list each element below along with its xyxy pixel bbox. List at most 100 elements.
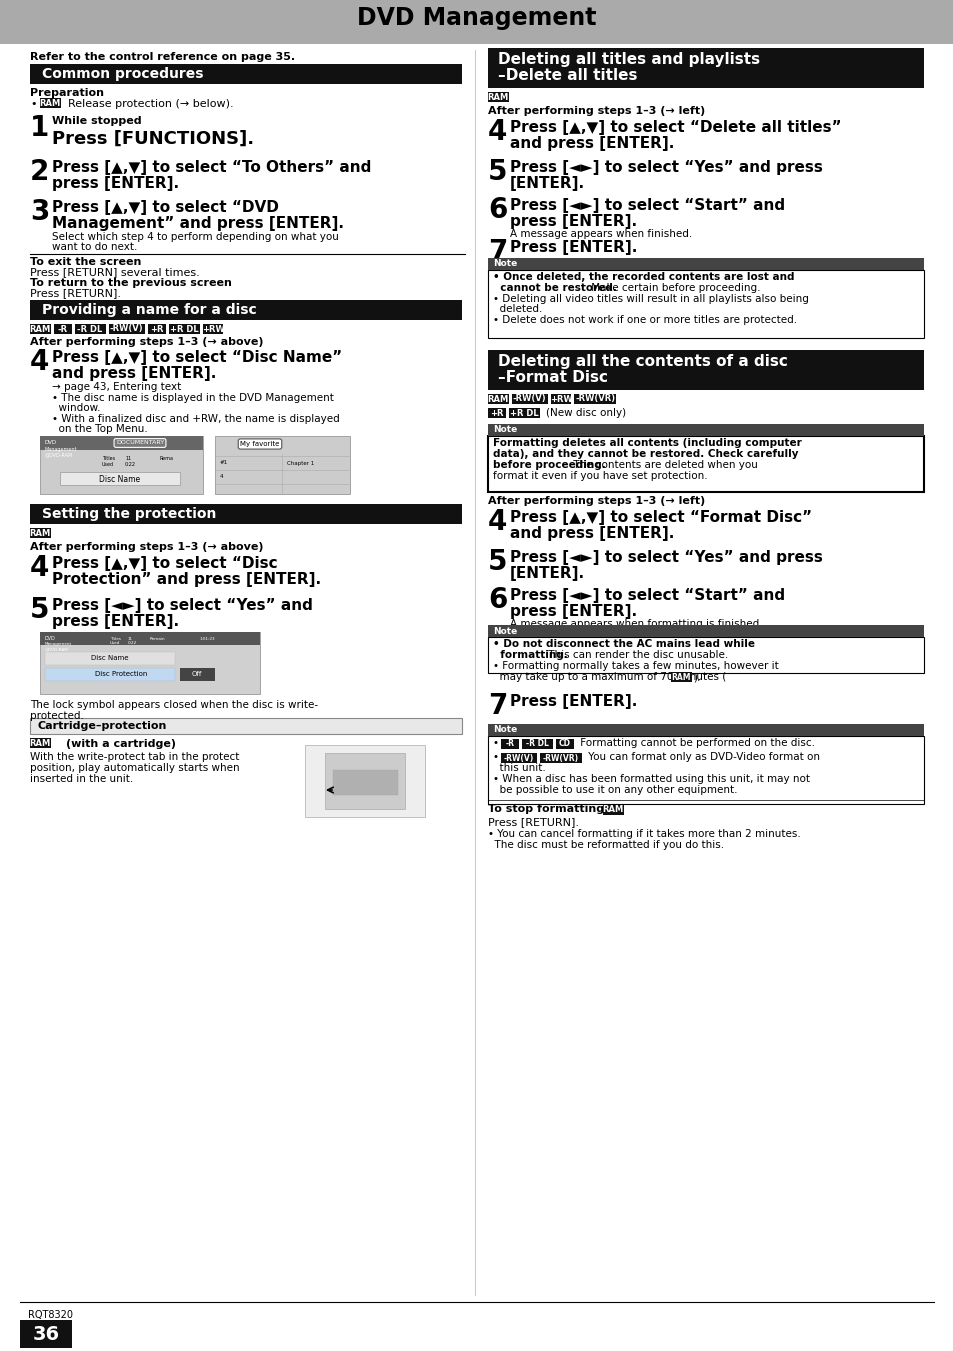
Text: RAM: RAM <box>30 739 51 747</box>
Bar <box>169 324 199 334</box>
Text: A message appears when formatting is finished.: A message appears when formatting is fin… <box>510 619 761 630</box>
Bar <box>488 424 923 436</box>
Text: Note: Note <box>493 627 517 635</box>
Bar <box>53 324 71 334</box>
Text: 11: 11 <box>128 636 132 640</box>
Bar <box>40 436 203 494</box>
Text: Press [▲,▼] to select “Disc: Press [▲,▼] to select “Disc <box>52 557 277 571</box>
Text: 5: 5 <box>488 549 507 576</box>
Text: Press [◄►] to select “Yes” and: Press [◄►] to select “Yes” and <box>52 598 313 613</box>
Text: +RW: +RW <box>549 394 572 404</box>
Text: 7: 7 <box>488 238 507 266</box>
Text: Rema: Rema <box>160 455 173 461</box>
Bar <box>550 394 571 404</box>
Text: +R DL: +R DL <box>510 408 538 417</box>
Text: Press [ENTER].: Press [ENTER]. <box>510 240 637 255</box>
Text: Press [ENTER].: Press [ENTER]. <box>510 694 637 709</box>
Text: Titles: Titles <box>110 636 121 640</box>
Text: After performing steps 1–3 (→ above): After performing steps 1–3 (→ above) <box>30 336 263 347</box>
Text: •: • <box>493 753 498 762</box>
Bar <box>40 99 61 108</box>
Text: → page 43, Entering text: → page 43, Entering text <box>52 382 181 392</box>
Text: DOCUMENTARY: DOCUMENTARY <box>116 440 164 446</box>
Text: Note: Note <box>493 725 517 735</box>
Text: format it even if you have set protection.: format it even if you have set protectio… <box>493 471 707 481</box>
Text: • With a finalized disc and +RW, the name is displayed: • With a finalized disc and +RW, the nam… <box>52 413 339 424</box>
Text: +R: +R <box>490 408 503 417</box>
Text: 6: 6 <box>488 586 507 613</box>
Text: #1: #1 <box>220 461 228 466</box>
Text: CD: CD <box>558 739 571 748</box>
Text: The contents are deleted when you: The contents are deleted when you <box>569 459 757 470</box>
Text: Make certain before proceeding.: Make certain before proceeding. <box>587 282 760 293</box>
Text: -R DL: -R DL <box>525 739 548 748</box>
Text: formatting.: formatting. <box>493 650 567 661</box>
Bar <box>60 471 180 485</box>
Text: Disc Name: Disc Name <box>99 474 140 484</box>
Text: and press [ENTER].: and press [ENTER]. <box>52 366 216 381</box>
Bar <box>511 394 547 404</box>
Text: 1:01:23: 1:01:23 <box>200 636 215 640</box>
Text: Common procedures: Common procedures <box>42 68 203 81</box>
Text: Press [▲,▼] to select “To Others” and: Press [▲,▼] to select “To Others” and <box>52 159 371 176</box>
Text: 1: 1 <box>30 113 50 142</box>
Text: before proceeding.: before proceeding. <box>493 459 605 470</box>
Text: Press [RETURN].: Press [RETURN]. <box>30 288 121 299</box>
Text: 5: 5 <box>488 158 507 186</box>
Bar <box>488 724 923 736</box>
Text: @DVD-RAM: @DVD-RAM <box>45 453 73 458</box>
Text: Refer to the control reference on page 35.: Refer to the control reference on page 3… <box>30 51 294 62</box>
Text: 0:22: 0:22 <box>125 462 136 467</box>
Text: deleted.: deleted. <box>493 304 542 313</box>
Text: Press [▲,▼] to select “Delete all titles”: Press [▲,▼] to select “Delete all titles… <box>510 120 841 135</box>
Text: inserted in the unit.: inserted in the unit. <box>30 774 133 784</box>
Bar <box>180 667 214 681</box>
Text: Press [◄►] to select “Start” and: Press [◄►] to select “Start” and <box>510 588 784 603</box>
Text: Used: Used <box>102 462 114 467</box>
Text: Deleting all titles and playlists: Deleting all titles and playlists <box>497 51 760 68</box>
Bar <box>500 753 537 763</box>
Bar <box>333 770 397 794</box>
Bar <box>148 324 166 334</box>
Bar <box>214 436 350 494</box>
Text: [ENTER].: [ENTER]. <box>510 176 584 190</box>
Text: • Delete does not work if one or more titles are protected.: • Delete does not work if one or more ti… <box>493 315 797 326</box>
Text: this unit.: this unit. <box>493 763 545 773</box>
Text: •: • <box>30 99 36 109</box>
Text: 7: 7 <box>488 692 507 720</box>
Text: Press [◄►] to select “Yes” and press: Press [◄►] to select “Yes” and press <box>510 159 822 176</box>
Text: and press [ENTER].: and press [ENTER]. <box>510 526 674 540</box>
Text: • The disc name is displayed in the DVD Management: • The disc name is displayed in the DVD … <box>52 393 334 403</box>
Text: -RW(V): -RW(V) <box>513 394 546 404</box>
Bar <box>488 736 923 804</box>
Text: RAM: RAM <box>671 673 690 681</box>
Bar <box>30 300 461 320</box>
Text: Formatting deletes all contents (including computer: Formatting deletes all contents (includi… <box>493 438 801 449</box>
Text: Press [◄►] to select “Yes” and press: Press [◄►] to select “Yes” and press <box>510 550 822 565</box>
Text: -RW(VR): -RW(VR) <box>575 394 615 404</box>
Text: DVD: DVD <box>45 440 57 446</box>
Text: position, play automatically starts when: position, play automatically starts when <box>30 763 239 773</box>
Bar <box>488 626 923 638</box>
Text: Off: Off <box>192 671 202 677</box>
Text: The lock symbol appears closed when the disc is write-: The lock symbol appears closed when the … <box>30 700 317 711</box>
Bar <box>539 753 581 763</box>
Text: Press [▲,▼] to select “DVD: Press [▲,▼] to select “DVD <box>52 200 278 215</box>
Text: 4: 4 <box>220 474 223 480</box>
Text: –Format Disc: –Format Disc <box>497 370 607 385</box>
Bar <box>30 63 461 84</box>
Text: on the Top Menu.: on the Top Menu. <box>52 424 148 434</box>
Text: 0:22: 0:22 <box>128 642 137 646</box>
Bar <box>325 753 405 809</box>
Text: -RW(VR): -RW(VR) <box>542 754 578 762</box>
Text: To exit the screen: To exit the screen <box>30 257 141 267</box>
Text: A message appears when finished.: A message appears when finished. <box>510 230 692 239</box>
Text: DVD Management: DVD Management <box>356 5 597 30</box>
Text: Management: Management <box>45 642 72 646</box>
Text: 4: 4 <box>30 349 50 376</box>
Text: DVD: DVD <box>45 636 55 640</box>
Text: -RW(V): -RW(V) <box>110 324 143 334</box>
Text: After performing steps 1–3 (→ left): After performing steps 1–3 (→ left) <box>488 105 704 116</box>
Text: Disc Name: Disc Name <box>91 655 129 662</box>
Bar <box>40 632 260 694</box>
